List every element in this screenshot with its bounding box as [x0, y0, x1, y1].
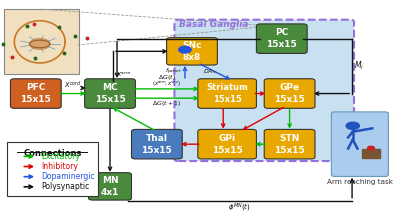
Text: STN
15x15: STN 15x15 — [274, 134, 305, 155]
Text: Dopaminergic: Dopaminergic — [41, 172, 94, 181]
FancyBboxPatch shape — [256, 24, 307, 53]
Text: MC
15x15: MC 15x15 — [95, 83, 125, 104]
Text: $\Delta G(t)$: $\Delta G(t)$ — [158, 73, 176, 82]
Text: Thal
15x15: Thal 15x15 — [142, 134, 172, 155]
FancyBboxPatch shape — [174, 20, 354, 161]
Text: $f_{pariet}$: $f_{pariet}$ — [165, 67, 182, 77]
Text: $\Delta G(t+1)$: $\Delta G(t+1)$ — [152, 99, 181, 108]
Text: $X^{arm}$: $X^{arm}$ — [116, 70, 132, 79]
FancyBboxPatch shape — [167, 38, 217, 65]
Text: $\phi^{MN}(t)$: $\phi^{MN}(t)$ — [228, 202, 251, 214]
FancyBboxPatch shape — [264, 129, 315, 159]
Text: SNc
8x8: SNc 8x8 — [182, 41, 202, 62]
FancyBboxPatch shape — [88, 173, 132, 200]
Text: $M_i$: $M_i$ — [354, 60, 364, 72]
Text: Excitatory: Excitatory — [41, 152, 80, 161]
Text: Basal Ganglia: Basal Ganglia — [179, 20, 248, 30]
Text: $DA_s$: $DA_s$ — [203, 67, 216, 76]
FancyBboxPatch shape — [7, 143, 98, 197]
Text: Striatum
15x15: Striatum 15x15 — [206, 83, 248, 104]
Text: $X^{cord}$: $X^{cord}$ — [64, 79, 82, 90]
Text: Arm reaching task: Arm reaching task — [327, 179, 393, 185]
Circle shape — [346, 122, 360, 129]
Text: Connections: Connections — [23, 149, 82, 158]
FancyBboxPatch shape — [198, 79, 256, 108]
FancyBboxPatch shape — [10, 79, 61, 108]
FancyBboxPatch shape — [331, 112, 388, 176]
FancyBboxPatch shape — [132, 129, 182, 159]
FancyBboxPatch shape — [198, 129, 256, 159]
FancyBboxPatch shape — [85, 79, 135, 108]
Text: GPe
15x15: GPe 15x15 — [274, 83, 305, 104]
Text: $(x^{arm},x^{snc})$: $(x^{arm},x^{snc})$ — [152, 79, 181, 89]
Text: GPi
15x15: GPi 15x15 — [212, 134, 242, 155]
Text: MN
4x1: MN 4x1 — [101, 176, 119, 197]
Text: Inhibitory: Inhibitory — [41, 162, 78, 171]
Text: PFC
15x15: PFC 15x15 — [20, 83, 51, 104]
Text: PC
15x15: PC 15x15 — [266, 28, 297, 49]
Bar — [362, 150, 380, 158]
FancyBboxPatch shape — [4, 8, 79, 74]
Circle shape — [30, 38, 50, 49]
FancyBboxPatch shape — [264, 79, 315, 108]
Circle shape — [368, 146, 374, 150]
Text: Polysynaptic: Polysynaptic — [41, 182, 89, 191]
Circle shape — [179, 46, 191, 53]
